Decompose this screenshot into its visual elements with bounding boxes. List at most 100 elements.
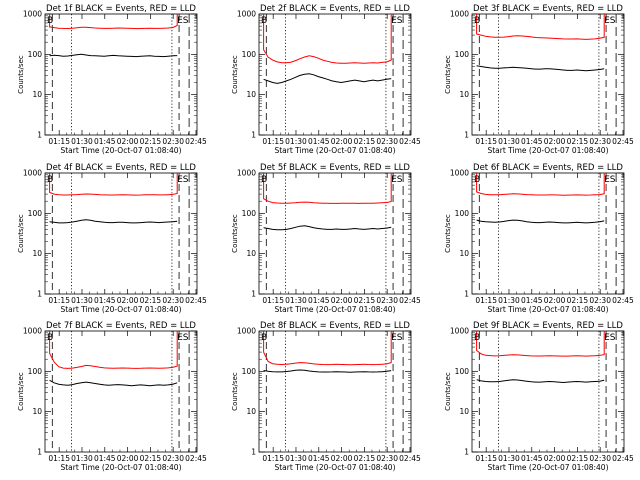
x-tick-label: 01:45 — [94, 296, 116, 305]
plot-frame — [258, 13, 412, 136]
x-tick-label: 01:30 — [498, 137, 520, 146]
panel-title: Det 4f BLACK = Events, RED = LLD — [46, 163, 196, 173]
y-tick-label: 1 — [37, 290, 42, 299]
marker-es: ES — [391, 175, 403, 185]
x-tick-label: 02:15 — [140, 454, 162, 463]
x-tick-label: 02:45 — [612, 137, 634, 146]
x-tick-label: 01:45 — [521, 137, 543, 146]
x-tick-label: 01:30 — [71, 137, 93, 146]
x-tick-label: 02:45 — [399, 454, 421, 463]
y-tick-label: 1 — [251, 131, 256, 140]
marker-b: B — [474, 175, 480, 185]
panel-title: Det 6f BLACK = Events, RED = LLD — [473, 163, 623, 173]
y-tick-label: 10 — [459, 249, 469, 258]
marker-b: B — [474, 333, 480, 343]
series-lld-line — [476, 331, 605, 357]
x-tick-label: 01:15 — [475, 296, 497, 305]
y-tick-label: 10 — [246, 249, 256, 258]
marker-es: ES — [391, 333, 403, 343]
y-axis-label: Counts/sec — [444, 214, 452, 253]
chart-panel-5: Det 5f BLACK = Events, RED = LLD 1 10 100 10… — [231, 163, 421, 314]
x-tick-label: 02:45 — [185, 296, 207, 305]
y-tick-label: 1000 — [450, 327, 469, 336]
x-tick-label: 01:45 — [308, 454, 330, 463]
marker-b: B — [261, 16, 267, 26]
y-tick-label: 1000 — [23, 327, 42, 336]
panel-title: Det 2f BLACK = Events, RED = LLD — [260, 4, 410, 14]
y-tick-label: 100 — [455, 50, 470, 59]
y-tick-label: 1 — [464, 290, 469, 299]
y-tick-label: 100 — [242, 209, 257, 218]
series-events-line — [263, 73, 392, 84]
x-axis-label: Start Time (20-Oct-07 01:08:40) — [274, 463, 395, 472]
series-events-line — [476, 379, 605, 384]
y-tick-label: 10 — [246, 90, 256, 99]
x-tick-label: 02:00 — [117, 296, 139, 305]
x-axis-label: Start Time (20-Oct-07 01:08:40) — [274, 305, 395, 314]
x-axis-label: Start Time (20-Oct-07 01:08:40) — [60, 463, 181, 472]
x-tick-label: 01:15 — [48, 454, 70, 463]
x-tick-label: 02:00 — [331, 454, 353, 463]
chart-panel-4: Det 4f BLACK = Events, RED = LLD 1 10 100 10… — [17, 163, 207, 314]
series-events-line — [476, 219, 605, 224]
chart-panel-2: Det 2f BLACK = Events, RED = LLD 1 10 100 10… — [231, 4, 421, 155]
x-tick-label: 02:15 — [354, 454, 376, 463]
chart-panel-9: Det 9f BLACK = Events, RED = LLD 1 10 100 10… — [444, 321, 634, 472]
y-tick-label: 1000 — [450, 169, 469, 178]
panel-title: Det 5f BLACK = Events, RED = LLD — [260, 163, 410, 173]
x-tick-label: 01:45 — [521, 296, 543, 305]
marker-es: ES — [177, 333, 189, 343]
panel-title: Det 8f BLACK = Events, RED = LLD — [260, 321, 410, 331]
x-tick-label: 02:30 — [376, 454, 398, 463]
marker-b: B — [47, 16, 53, 26]
series-lld-line — [263, 331, 392, 366]
y-tick-label: 1000 — [450, 10, 469, 19]
x-tick-label: 01:30 — [285, 454, 307, 463]
y-axis-label: Counts/sec — [231, 372, 239, 411]
plot-frame — [44, 330, 198, 453]
y-tick-label: 1 — [464, 131, 469, 140]
series-events-line — [49, 379, 178, 387]
x-tick-label: 01:15 — [48, 296, 70, 305]
x-tick-label: 02:15 — [354, 137, 376, 146]
marker-es: ES — [604, 175, 616, 185]
x-tick-label: 02:45 — [612, 296, 634, 305]
x-axis-label: Start Time (20-Oct-07 01:08:40) — [487, 463, 608, 472]
x-axis-label: Start Time (20-Oct-07 01:08:40) — [487, 146, 608, 155]
x-tick-label: 02:30 — [376, 296, 398, 305]
x-tick-label: 02:30 — [162, 137, 184, 146]
y-tick-label: 1 — [251, 290, 256, 299]
x-axis-label: Start Time (20-Oct-07 01:08:40) — [487, 305, 608, 314]
y-tick-label: 10 — [32, 407, 42, 416]
y-tick-label: 1 — [37, 131, 42, 140]
x-tick-label: 01:45 — [308, 137, 330, 146]
y-tick-label: 10 — [32, 90, 42, 99]
x-tick-label: 01:15 — [48, 137, 70, 146]
x-tick-label: 01:30 — [285, 137, 307, 146]
y-tick-label: 1000 — [237, 169, 256, 178]
chart-panel-8: Det 8f BLACK = Events, RED = LLD 1 10 100 10… — [231, 321, 421, 472]
marker-b: B — [474, 16, 480, 26]
x-tick-label: 02:45 — [399, 296, 421, 305]
marker-b: B — [47, 175, 53, 185]
marker-es: ES — [604, 16, 616, 26]
y-tick-label: 1 — [37, 448, 42, 457]
x-tick-label: 02:15 — [140, 296, 162, 305]
x-tick-label: 02:00 — [544, 296, 566, 305]
plot-frame — [258, 330, 412, 453]
plot-frame — [471, 330, 625, 453]
y-tick-label: 1 — [251, 448, 256, 457]
x-tick-label: 01:15 — [262, 296, 284, 305]
y-tick-label: 1000 — [237, 10, 256, 19]
chart-panel-7: Det 7f BLACK = Events, RED = LLD 1 10 100 10… — [17, 321, 207, 472]
y-tick-label: 100 — [455, 367, 470, 376]
panel-title: Det 7f BLACK = Events, RED = LLD — [46, 321, 196, 331]
x-tick-label: 01:45 — [521, 454, 543, 463]
y-tick-label: 10 — [459, 90, 469, 99]
series-lld-line — [49, 173, 178, 196]
chart-panel-1: Det 1f BLACK = Events, RED = LLD 1 10 100 10… — [17, 4, 207, 155]
chart-panel-6: Det 6f BLACK = Events, RED = LLD 1 10 100 10… — [444, 163, 634, 314]
x-tick-label: 02:15 — [354, 296, 376, 305]
marker-b: B — [261, 175, 267, 185]
